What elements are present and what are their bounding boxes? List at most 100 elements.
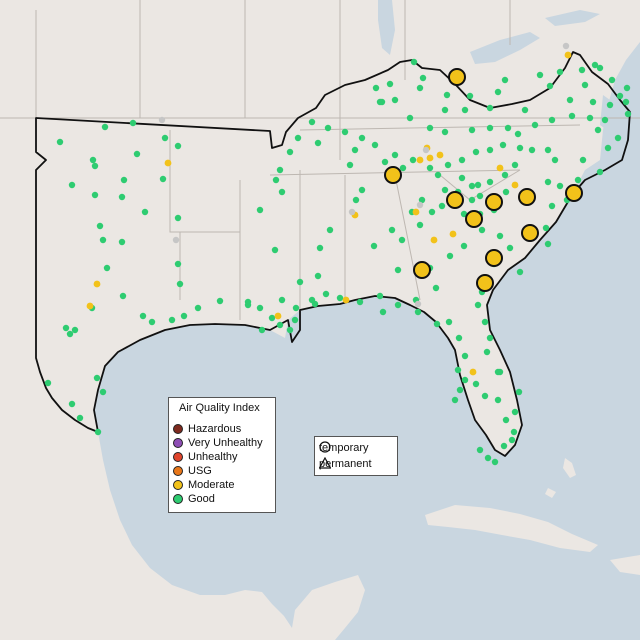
good-monitor-dot[interactable] bbox=[44, 379, 52, 387]
good-monitor-dot[interactable] bbox=[472, 148, 480, 156]
good-monitor-dot[interactable] bbox=[514, 130, 522, 138]
good-monitor-dot[interactable] bbox=[474, 301, 482, 309]
good-monitor-dot[interactable] bbox=[391, 96, 399, 104]
good-monitor-dot[interactable] bbox=[468, 126, 476, 134]
no-data-monitor-dot[interactable] bbox=[348, 208, 356, 216]
good-monitor-dot[interactable] bbox=[352, 196, 360, 204]
good-monitor-dot[interactable] bbox=[324, 124, 332, 132]
no-data-monitor-dot[interactable] bbox=[158, 116, 166, 124]
good-monitor-dot[interactable] bbox=[516, 268, 524, 276]
good-monitor-dot[interactable] bbox=[589, 98, 597, 106]
no-data-monitor-dot[interactable] bbox=[414, 300, 422, 308]
good-monitor-dot[interactable] bbox=[371, 141, 379, 149]
good-monitor-dot[interactable] bbox=[399, 164, 407, 172]
moderate-monitor-dot[interactable] bbox=[416, 156, 424, 164]
good-monitor-dot[interactable] bbox=[491, 458, 499, 466]
good-monitor-dot[interactable] bbox=[119, 292, 127, 300]
good-monitor-dot[interactable] bbox=[483, 348, 491, 356]
good-monitor-dot[interactable] bbox=[508, 436, 516, 444]
good-monitor-dot[interactable] bbox=[536, 71, 544, 79]
good-monitor-dot[interactable] bbox=[391, 151, 399, 159]
good-monitor-dot[interactable] bbox=[103, 264, 111, 272]
good-monitor-dot[interactable] bbox=[486, 178, 494, 186]
good-monitor-dot[interactable] bbox=[548, 116, 556, 124]
good-monitor-dot[interactable] bbox=[351, 146, 359, 154]
good-monitor-dot[interactable] bbox=[91, 191, 99, 199]
good-monitor-dot[interactable] bbox=[96, 222, 104, 230]
good-monitor-dot[interactable] bbox=[118, 193, 126, 201]
good-monitor-dot[interactable] bbox=[566, 96, 574, 104]
good-monitor-dot[interactable] bbox=[276, 166, 284, 174]
good-monitor-dot[interactable] bbox=[504, 124, 512, 132]
good-monitor-dot[interactable] bbox=[438, 202, 446, 210]
good-monitor-dot[interactable] bbox=[474, 181, 482, 189]
good-monitor-dot[interactable] bbox=[176, 280, 184, 288]
temporary-monitor-marker[interactable] bbox=[446, 191, 464, 209]
good-monitor-dot[interactable] bbox=[434, 171, 442, 179]
moderate-monitor-dot[interactable] bbox=[449, 230, 457, 238]
good-monitor-dot[interactable] bbox=[506, 244, 514, 252]
good-monitor-dot[interactable] bbox=[271, 246, 279, 254]
good-monitor-dot[interactable] bbox=[579, 156, 587, 164]
good-monitor-dot[interactable] bbox=[414, 308, 422, 316]
good-monitor-dot[interactable] bbox=[286, 148, 294, 156]
good-monitor-dot[interactable] bbox=[494, 88, 502, 96]
good-monitor-dot[interactable] bbox=[515, 388, 523, 396]
good-monitor-dot[interactable] bbox=[129, 119, 137, 127]
good-monitor-dot[interactable] bbox=[476, 446, 484, 454]
good-monitor-dot[interactable] bbox=[578, 66, 586, 74]
good-monitor-dot[interactable] bbox=[432, 284, 440, 292]
good-monitor-dot[interactable] bbox=[388, 226, 396, 234]
good-monitor-dot[interactable] bbox=[486, 146, 494, 154]
good-monitor-dot[interactable] bbox=[256, 304, 264, 312]
good-monitor-dot[interactable] bbox=[461, 106, 469, 114]
good-monitor-dot[interactable] bbox=[314, 272, 322, 280]
good-monitor-dot[interactable] bbox=[608, 76, 616, 84]
temporary-monitor-marker[interactable] bbox=[413, 261, 431, 279]
good-monitor-dot[interactable] bbox=[296, 278, 304, 286]
good-monitor-dot[interactable] bbox=[161, 134, 169, 142]
good-monitor-dot[interactable] bbox=[622, 98, 630, 106]
good-monitor-dot[interactable] bbox=[180, 312, 188, 320]
good-monitor-dot[interactable] bbox=[623, 84, 631, 92]
good-monitor-dot[interactable] bbox=[99, 236, 107, 244]
good-monitor-dot[interactable] bbox=[502, 416, 510, 424]
good-monitor-dot[interactable] bbox=[372, 84, 380, 92]
good-monitor-dot[interactable] bbox=[308, 118, 316, 126]
good-monitor-dot[interactable] bbox=[358, 186, 366, 194]
good-monitor-dot[interactable] bbox=[443, 91, 451, 99]
good-monitor-dot[interactable] bbox=[398, 236, 406, 244]
good-monitor-dot[interactable] bbox=[406, 114, 414, 122]
temporary-monitor-marker[interactable] bbox=[565, 184, 583, 202]
good-monitor-dot[interactable] bbox=[478, 226, 486, 234]
good-monitor-dot[interactable] bbox=[311, 300, 319, 308]
good-monitor-dot[interactable] bbox=[139, 312, 147, 320]
good-monitor-dot[interactable] bbox=[601, 116, 609, 124]
good-monitor-dot[interactable] bbox=[409, 156, 417, 164]
good-monitor-dot[interactable] bbox=[416, 221, 424, 229]
good-monitor-dot[interactable] bbox=[76, 414, 84, 422]
good-monitor-dot[interactable] bbox=[376, 292, 384, 300]
moderate-monitor-dot[interactable] bbox=[564, 51, 572, 59]
good-monitor-dot[interactable] bbox=[292, 304, 300, 312]
good-monitor-dot[interactable] bbox=[616, 92, 624, 100]
good-monitor-dot[interactable] bbox=[546, 82, 554, 90]
moderate-monitor-dot[interactable] bbox=[511, 181, 519, 189]
good-monitor-dot[interactable] bbox=[278, 296, 286, 304]
moderate-monitor-dot[interactable] bbox=[342, 296, 350, 304]
good-monitor-dot[interactable] bbox=[501, 171, 509, 179]
good-monitor-dot[interactable] bbox=[461, 376, 469, 384]
good-monitor-dot[interactable] bbox=[168, 316, 176, 324]
good-monitor-dot[interactable] bbox=[461, 352, 469, 360]
good-monitor-dot[interactable] bbox=[56, 138, 64, 146]
good-monitor-dot[interactable] bbox=[544, 178, 552, 186]
good-monitor-dot[interactable] bbox=[444, 161, 452, 169]
good-monitor-dot[interactable] bbox=[316, 244, 324, 252]
moderate-monitor-dot[interactable] bbox=[93, 280, 101, 288]
good-monitor-dot[interactable] bbox=[624, 110, 632, 118]
good-monitor-dot[interactable] bbox=[418, 196, 426, 204]
moderate-monitor-dot[interactable] bbox=[430, 236, 438, 244]
good-monitor-dot[interactable] bbox=[586, 114, 594, 122]
good-monitor-dot[interactable] bbox=[148, 318, 156, 326]
good-monitor-dot[interactable] bbox=[91, 162, 99, 170]
